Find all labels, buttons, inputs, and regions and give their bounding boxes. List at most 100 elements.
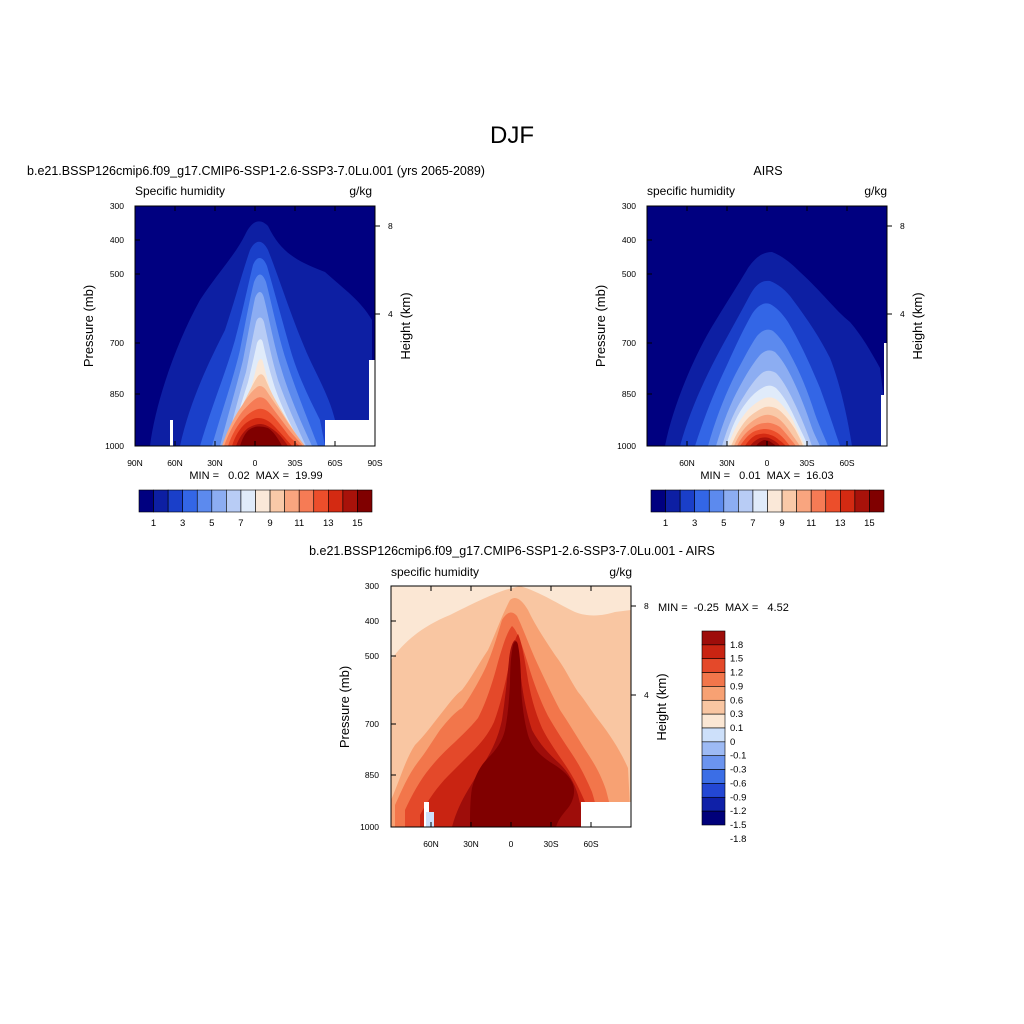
- colorbar-label: -1.8: [730, 834, 746, 845]
- panel-airs-variable-label: specific humidity: [647, 184, 735, 198]
- colorbar-swatch: [240, 489, 256, 513]
- y-tick-label: 700: [365, 719, 379, 729]
- y-right-tick-label: 8: [388, 221, 393, 231]
- colorbar-swatch: [738, 489, 754, 513]
- colorbar-label: 9: [779, 518, 784, 529]
- colorbar-swatch: [708, 489, 725, 513]
- x-tick-label: 60N: [167, 458, 183, 468]
- y-right-axis-label: Height (km): [910, 292, 925, 359]
- y-tick-label: 500: [622, 269, 636, 279]
- x-tick-label: 60S: [327, 458, 342, 468]
- colorbar-label: 1: [151, 518, 156, 529]
- x-tick-label: 0: [509, 839, 514, 849]
- colorbar-swatch: [196, 489, 213, 513]
- colorbar-swatch: [701, 783, 726, 798]
- panel-model-variable-label: Specific humidity: [135, 184, 225, 198]
- colorbar-swatch: [138, 489, 154, 513]
- colorbar-swatch: [810, 489, 827, 513]
- colorbar-swatch: [701, 796, 726, 812]
- colorbar-label: 0.6: [730, 695, 743, 706]
- colorbar-swatch: [182, 489, 198, 513]
- colorbar-label: 0.9: [730, 681, 743, 692]
- colorbar-swatch: [752, 489, 768, 513]
- panel-airs-colorbar: 1 3 5 7 9 11 13 15: [650, 489, 885, 529]
- x-tick-label: 60S: [839, 458, 854, 468]
- panel-model-ticks: [134, 205, 380, 447]
- colorbar-label: 13: [835, 518, 846, 529]
- colorbar-label: 3: [692, 518, 697, 529]
- panel-difference-title: b.e21.BSSP126cmip6.f09_g17.CMIP6-SSP1-2.…: [309, 544, 715, 558]
- x-tick-label: 30N: [463, 839, 479, 849]
- colorbar-label: 0.1: [730, 723, 743, 734]
- colorbar-label: 7: [238, 518, 243, 529]
- colorbar-swatch: [284, 489, 300, 513]
- missing-data-region: [369, 360, 375, 422]
- x-tick-label: 30S: [543, 839, 558, 849]
- y-right-tick-label: 4: [900, 309, 905, 319]
- x-tick-label: 60S: [583, 839, 598, 849]
- colorbar-swatch: [701, 658, 726, 673]
- colorbar-swatch: [679, 489, 695, 513]
- panel-difference-contours: [391, 586, 631, 827]
- y-tick-label: 1000: [360, 822, 379, 832]
- y-tick-label: 300: [110, 201, 124, 211]
- colorbar-swatch: [701, 672, 726, 687]
- colorbar-label: -0.3: [730, 765, 746, 776]
- colorbar-swatch: [665, 489, 681, 513]
- y-tick-label: 1000: [105, 441, 124, 451]
- colorbar-swatch: [854, 489, 870, 513]
- colorbar-label: 13: [323, 518, 334, 529]
- panel-model-colorbar: 1 3 5 7 9 11 13 15: [138, 489, 373, 529]
- x-tick-label: 0: [253, 458, 258, 468]
- colorbar-label: 11: [806, 518, 816, 529]
- panel-difference: b.e21.BSSP126cmip6.f09_g17.CMIP6-SSP1-2.…: [309, 544, 789, 849]
- colorbar-label: 9: [267, 518, 272, 529]
- y-right-tick-label: 4: [388, 309, 393, 319]
- colorbar-label: 1.8: [730, 640, 743, 651]
- colorbar-swatch: [701, 727, 726, 743]
- panel-model-contours: [135, 206, 375, 446]
- y-tick-label: 300: [622, 201, 636, 211]
- colorbar-swatch: [650, 489, 666, 513]
- panel-airs-units-label: g/kg: [864, 184, 887, 198]
- y-tick-label: 400: [622, 235, 636, 245]
- y-tick-label: 500: [110, 269, 124, 279]
- x-tick-label: 60N: [679, 458, 695, 468]
- y-tick-label: 850: [110, 389, 124, 399]
- colorbar-swatch: [357, 489, 373, 513]
- x-tick-label: 30N: [207, 458, 223, 468]
- x-tick-label: 90S: [367, 458, 382, 468]
- x-tick-label: 90N: [127, 458, 143, 468]
- y-right-tick-label: 8: [644, 601, 649, 611]
- colorbar-swatch: [153, 489, 169, 513]
- y-tick-label: 850: [365, 770, 379, 780]
- y-tick-label: 850: [622, 389, 636, 399]
- panel-difference-variable-label: specific humidity: [391, 565, 479, 579]
- y-tick-label: 400: [110, 235, 124, 245]
- colorbar-label: -0.9: [730, 792, 746, 803]
- colorbar-swatch: [255, 489, 271, 513]
- panel-airs-ticks: [647, 205, 892, 447]
- panel-model: b.e21.BSSP126cmip6.f09_g17.CMIP6-SSP1-2.…: [27, 164, 485, 529]
- y-right-tick-label: 8: [900, 221, 905, 231]
- missing-data-region: [881, 395, 887, 446]
- panel-airs: AIRS specific humidity g/kg 6: [593, 164, 925, 529]
- colorbar-label: 15: [352, 518, 363, 529]
- colorbar-swatch: [211, 489, 227, 513]
- colorbar-label: 1.2: [730, 668, 743, 679]
- panel-airs-stats: MIN = 0.01 MAX = 16.03: [700, 470, 833, 482]
- colorbar-label: -1.2: [730, 806, 746, 817]
- colorbar-label: 1.5: [730, 654, 743, 665]
- x-tick-label: 30S: [799, 458, 814, 468]
- colorbar-swatch: [767, 489, 783, 513]
- colorbar-label: 15: [864, 518, 875, 529]
- colorbar-label: 3: [180, 518, 185, 529]
- panel-difference-ticks: [391, 585, 636, 828]
- colorbar-label: 1: [663, 518, 668, 529]
- y-right-tick-label: 4: [644, 690, 649, 700]
- colorbar-swatch: [701, 686, 726, 701]
- y-tick-label: 500: [365, 651, 379, 661]
- y-right-axis-label: Height (km): [398, 292, 413, 359]
- missing-data-region: [884, 343, 887, 395]
